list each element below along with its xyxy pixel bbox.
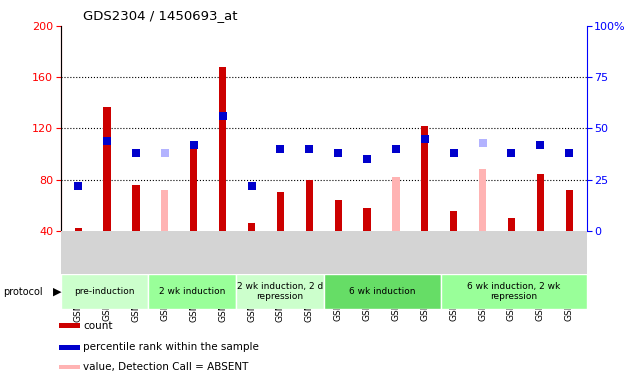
Bar bbox=[74, 228, 82, 231]
Bar bbox=[248, 223, 255, 231]
Bar bbox=[421, 126, 428, 231]
Bar bbox=[306, 180, 313, 231]
Point bbox=[102, 138, 112, 144]
Bar bbox=[59, 323, 79, 328]
Bar bbox=[450, 211, 457, 231]
Text: 2 wk induction: 2 wk induction bbox=[159, 287, 226, 296]
Bar bbox=[190, 141, 197, 231]
Bar bbox=[565, 190, 573, 231]
Text: 2 wk induction, 2 d
repression: 2 wk induction, 2 d repression bbox=[237, 282, 323, 301]
Text: pre-induction: pre-induction bbox=[74, 287, 135, 296]
Bar bbox=[59, 345, 79, 350]
Text: 6 wk induction, 2 wk
repression: 6 wk induction, 2 wk repression bbox=[467, 282, 560, 301]
Bar bbox=[508, 218, 515, 231]
Bar bbox=[149, 274, 236, 309]
Point bbox=[131, 150, 141, 156]
Point bbox=[304, 146, 314, 152]
Point bbox=[333, 150, 344, 156]
Point bbox=[246, 183, 256, 189]
Bar bbox=[440, 274, 587, 309]
Bar bbox=[324, 274, 440, 309]
Point bbox=[188, 142, 199, 148]
Bar bbox=[219, 67, 226, 231]
Bar bbox=[133, 184, 140, 231]
Text: count: count bbox=[83, 321, 113, 331]
Point bbox=[275, 146, 285, 152]
Bar bbox=[392, 177, 399, 231]
Bar bbox=[335, 200, 342, 231]
Bar bbox=[236, 274, 324, 309]
Text: protocol: protocol bbox=[3, 286, 43, 297]
Point bbox=[362, 156, 372, 162]
Bar bbox=[162, 190, 169, 231]
Bar bbox=[537, 174, 544, 231]
Bar bbox=[277, 192, 284, 231]
Bar bbox=[61, 274, 149, 309]
Bar bbox=[103, 107, 111, 231]
Bar bbox=[479, 170, 486, 231]
Text: 6 wk induction: 6 wk induction bbox=[349, 287, 415, 296]
Text: percentile rank within the sample: percentile rank within the sample bbox=[83, 342, 259, 352]
Point bbox=[564, 150, 574, 156]
Point bbox=[535, 142, 545, 148]
Text: value, Detection Call = ABSENT: value, Detection Call = ABSENT bbox=[83, 362, 249, 372]
Text: ▶: ▶ bbox=[53, 286, 61, 297]
Point bbox=[478, 140, 488, 146]
Point bbox=[506, 150, 517, 156]
Point bbox=[449, 150, 459, 156]
Bar bbox=[59, 364, 79, 369]
Point bbox=[420, 136, 430, 142]
Point bbox=[160, 150, 170, 156]
Text: GDS2304 / 1450693_at: GDS2304 / 1450693_at bbox=[83, 9, 238, 22]
Point bbox=[391, 146, 401, 152]
Point bbox=[73, 183, 83, 189]
Point bbox=[217, 113, 228, 119]
Bar bbox=[363, 208, 370, 231]
